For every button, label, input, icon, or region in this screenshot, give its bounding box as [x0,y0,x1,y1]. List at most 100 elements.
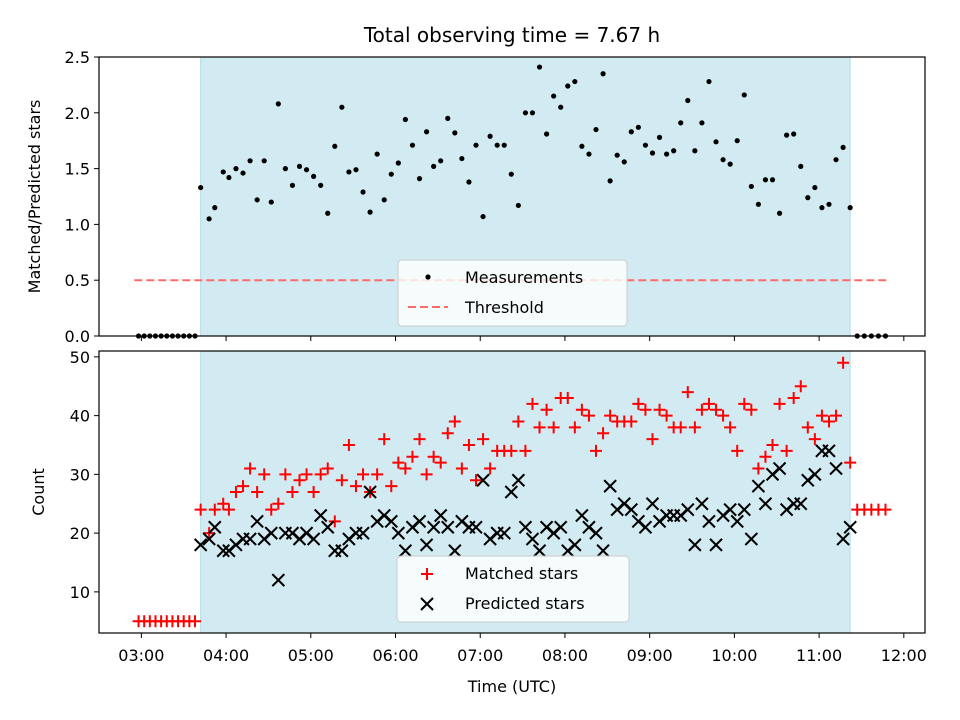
predicted-star-point [193,538,208,552]
measurement-point [395,160,401,166]
predicted-star-point [695,497,709,511]
predicted-stars-points [193,444,857,587]
predicted-star-point [497,526,511,540]
predicted-star-point [448,544,462,558]
measurement-point [727,161,733,167]
predicted-star-point [398,544,413,558]
predicted-star-point [794,497,808,511]
measurement-point [642,142,649,148]
measurement-point [339,104,345,110]
measurement-point [551,93,557,99]
matched-star-point [717,409,730,422]
measurement-point [558,104,564,110]
predicted-star-point [384,514,398,529]
measurement-point [438,158,444,164]
measurement-point [614,152,620,158]
bottom-panel: 10 20 30 40 50 03:00 04:00 05:00 06:00 07:00 08:0… [29,348,927,696]
predicted-star-point [504,485,519,499]
measurement-point [635,124,641,130]
measurement-point [515,202,521,209]
matched-star-point [660,409,673,422]
matched-star-point [378,433,391,446]
matched-star-point [237,480,250,493]
measurement-point [254,197,260,203]
top-axes-frame [98,56,926,337]
measurement-point [473,142,479,148]
measurement-point [798,163,804,169]
predicted-star-point [412,514,427,529]
matched-star-point [462,439,475,451]
measurement-point [198,184,204,191]
matched-star-point [258,468,271,481]
predicted-star-point [313,508,328,523]
measurement-point [459,155,465,162]
matched-star-point [469,474,482,487]
measurement-point [762,177,769,183]
matched-star-point [702,397,715,410]
measurement-point [318,182,324,188]
matched-star-point [604,409,617,422]
predicted-star-point [589,526,603,540]
predicted-star-point [638,520,653,534]
measurement-point [812,184,818,191]
bottom-y-tick-label: 40 [70,407,90,426]
measurement-point [522,110,529,116]
x-tick-label: 11:00 [796,646,842,665]
predicted-star-point [243,532,257,546]
matched-star-point [505,444,518,457]
matched-star-point [766,439,779,451]
bottom-y-tick-label: 50 [70,348,90,367]
predicted-star-point [829,461,843,476]
matched-star-point [244,462,257,475]
measurement-point [776,210,783,216]
matched-star-point [314,468,327,481]
x-tick-label: 04:00 [203,646,249,665]
measurement-point [501,142,507,148]
matched-star-point [837,356,850,369]
matched-star-point [844,456,857,469]
measurement-point [289,182,296,188]
predicted-star-point [264,526,278,540]
measurement-point [671,148,677,154]
predicted-star-point [518,520,533,534]
measurement-point [261,158,267,164]
matched-star-point [745,403,758,416]
matched-star-point [222,503,235,516]
matched-star-point [759,450,772,463]
measurement-point [607,178,613,184]
top-panel: 0.0 0.5 1.0 1.5 2.0 2.5 Matched/Predicted sta… [25,48,926,346]
predicted-star-point [426,520,441,534]
measurement-point [734,138,740,144]
measurement-point [664,151,670,157]
matched-star-point [413,433,426,446]
chart-title: Total observing time = 7.67 h [363,23,660,47]
matched-star-point [738,397,751,410]
measurement-point [487,133,493,139]
matched-star-point [787,392,800,404]
matched-star-point [646,433,659,446]
predicted-star-point [758,497,773,511]
bottom-y-tick-label: 20 [70,524,90,543]
measurement-point [445,115,451,121]
bottom-legend-box [396,555,630,623]
bottom-x-ticks: 03:00 04:00 05:00 06:00 07:00 08:00 09:00 10:00… [118,633,927,665]
top-y-tick-label: 2.5 [65,48,90,67]
measurement-point [268,199,274,205]
predicted-star-point [554,520,568,534]
top-y-tick-label: 1.5 [65,160,90,179]
measurement-point [579,143,585,149]
measurement-point [374,151,380,157]
measurement-point [233,166,239,172]
measurement-point [212,205,218,211]
top-x-ticks [140,336,905,341]
predicted-star-point [575,508,589,523]
matched-star-point [582,409,595,422]
matched-star-point [217,497,230,510]
measurement-points [135,64,889,339]
measurement-point [332,143,338,149]
measurement-point [593,126,599,133]
predicted-star-point [441,520,455,534]
matched-star-point [597,427,610,440]
matched-star-point [724,421,737,434]
measurement-point [649,150,656,156]
